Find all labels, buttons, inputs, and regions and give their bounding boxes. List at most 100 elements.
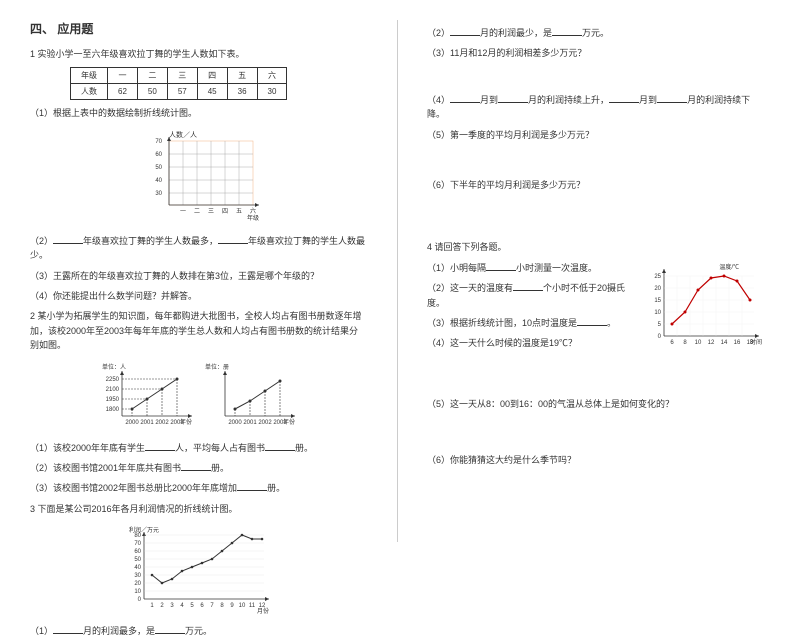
blank [181,461,211,471]
y-axis-label: 人数／人 [169,130,197,139]
svg-text:0: 0 [137,597,141,603]
q3-yticks: 0 10 20 30 40 50 60 70 80 [134,533,141,603]
q3-stem: 3 下面是某公司2016年各月利润情况的折线统计图。 [30,502,367,516]
svg-text:2002: 2002 [156,420,170,426]
svg-text:2001: 2001 [141,420,155,426]
th: 四 [197,68,227,84]
q3-sub2: （2）月的利润最少，是万元。 [427,26,764,40]
svg-text:三: 三 [207,208,213,215]
svg-text:80: 80 [134,533,141,539]
th: 五 [227,68,257,84]
svg-text:14: 14 [721,340,728,346]
blank [53,624,83,634]
svg-text:月份: 月份 [256,607,268,614]
q1-sub4: （4）你还能提出什么数学问题？并解答。 [30,289,367,303]
svg-text:2002: 2002 [258,420,272,426]
q3-sub3: （3）11月和12月的利润相差多少万元？ [427,46,764,60]
svg-text:二: 二 [193,209,199,215]
svg-text:12: 12 [708,340,715,346]
q1-blank-chart: 人数／人 70 60 50 40 30 一 二 三 四 五 六 年级 [30,129,367,226]
svg-text:五: 五 [235,208,241,215]
svg-text:10: 10 [695,340,702,346]
th: 六 [257,68,287,84]
svg-text:0: 0 [658,334,662,340]
svg-text:温度/℃: 温度/℃ [719,263,739,271]
th: 一 [108,68,138,84]
blank [498,93,528,103]
q3-sub5: （5）第一季度的平均月利润是多少万元？ [427,128,764,142]
svg-text:50: 50 [155,165,162,171]
td: 45 [197,84,227,100]
svg-text:2: 2 [160,603,164,609]
svg-text:4: 4 [180,603,184,609]
q4-stem: 4 请回答下列各题。 [427,240,764,254]
svg-text:单位：册: 单位：册 [205,363,229,371]
svg-text:7: 7 [210,603,214,609]
svg-text:16: 16 [734,340,741,346]
q4-chart: 温度/℃ 0 5 10 15 20 25 6 8 10 12 14 16 18 … [644,261,764,353]
svg-text:年份: 年份 [180,418,192,426]
q1-sub2: （2）年级喜欢拉丁舞的学生人数最多，年级喜欢拉丁舞的学生人数最少。 [30,234,367,263]
svg-text:11: 11 [248,603,255,609]
svg-text:60: 60 [134,549,141,555]
table-data-row: 人数 62 50 57 45 36 30 [71,84,287,100]
svg-text:40: 40 [155,178,162,184]
svg-text:8: 8 [220,603,224,609]
td: 人数 [71,84,108,100]
svg-text:40: 40 [134,565,141,571]
td: 30 [257,84,287,100]
svg-text:5: 5 [658,322,662,328]
q2-sub1: （1）该校2000年年底有学生人，平均每人占有图书册。 [30,441,367,455]
blank [552,26,582,36]
q1-stem: 1 实验小学一至六年级喜欢拉丁舞的学生人数如下表。 [30,47,367,61]
blank [577,316,607,326]
svg-text:8: 8 [683,340,687,346]
svg-text:25: 25 [654,274,661,280]
svg-text:70: 70 [134,541,141,547]
svg-text:2100: 2100 [106,387,120,393]
blank [450,26,480,36]
q2-sub2: （2）该校图书馆2001年年底共有图书册。 [30,461,367,475]
q1-sub1: （1）根据上表中的数据绘制折线统计图。 [30,106,367,120]
right-page: （2）月的利润最少，是万元。 （3）11月和12月的利润相差多少万元？ （4）月… [397,0,794,562]
svg-text:1950: 1950 [106,397,120,403]
svg-text:年份: 年份 [283,418,295,426]
blank [218,234,248,244]
left-page: 四、 应用题 1 实验小学一至六年级喜欢拉丁舞的学生人数如下表。 年级 一 二 … [0,0,397,562]
td: 36 [227,84,257,100]
q3-sub1: （1）月的利润最多，是万元。 [30,624,367,638]
section-title: 四、 应用题 [30,20,367,37]
svg-text:15: 15 [654,298,661,304]
q2-sub3: （3）该校图书馆2002年图书总册比2000年年底增加册。 [30,481,367,495]
svg-text:30: 30 [155,191,162,197]
td: 62 [108,84,138,100]
svg-text:1800: 1800 [106,407,120,413]
svg-text:20: 20 [654,286,661,292]
svg-text:6: 6 [200,603,204,609]
svg-text:1: 1 [150,603,154,609]
blank [237,481,267,491]
q4-sub6: （6）你能猜猜这大约是什么季节吗？ [427,453,764,467]
svg-text:9: 9 [230,603,234,609]
q3-chart: 利润／万元 0 10 20 30 40 50 60 70 80 12345678… [30,524,367,616]
svg-text:70: 70 [155,139,162,145]
blank [53,234,83,244]
svg-text:6: 6 [670,340,674,346]
grid [169,141,253,205]
svg-text:5: 5 [190,603,194,609]
table-header-row: 年级 一 二 三 四 五 六 [71,68,287,84]
svg-text:3: 3 [170,603,174,609]
svg-text:2001: 2001 [243,420,257,426]
blank [657,93,687,103]
svg-text:单位：人: 单位：人 [102,363,126,371]
svg-text:10: 10 [134,589,141,595]
svg-text:10: 10 [654,310,661,316]
q3-sub6: （6）下半年的平均月利润是多少万元？ [427,178,764,192]
svg-text:30: 30 [134,573,141,579]
q2-stem: 2 某小学为拓展学生的知识面，每年都购进大批图书，全校人均占有图书册数逐年增加，… [30,309,367,352]
svg-text:六: 六 [249,207,255,215]
blank [609,93,639,103]
svg-text:四: 四 [221,208,227,215]
blank [145,441,175,451]
svg-text:年级: 年级 [246,214,258,222]
